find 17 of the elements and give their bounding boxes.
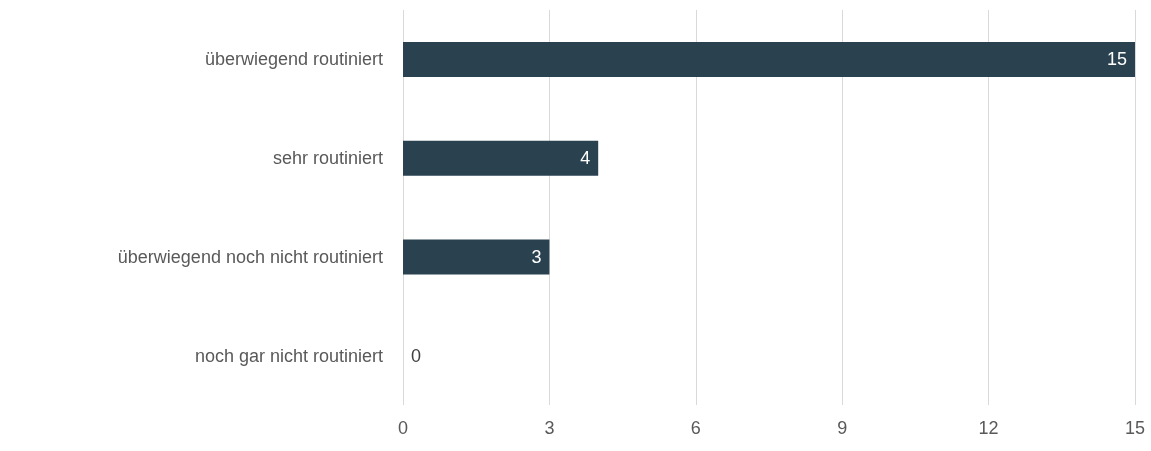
y-tick-label: sehr routiniert bbox=[272, 148, 383, 169]
data-label: 4 bbox=[580, 148, 591, 169]
y-tick-label: überwiegend noch nicht routiniert bbox=[117, 246, 383, 267]
x-tick-label: 9 bbox=[837, 418, 848, 438]
bar bbox=[403, 41, 1135, 77]
bar bbox=[403, 239, 550, 275]
x-tick-label: 12 bbox=[978, 418, 999, 438]
y-tick-label: noch gar nicht routiniert bbox=[194, 345, 383, 366]
x-tick-label: 3 bbox=[544, 418, 555, 438]
data-label: 0 bbox=[411, 345, 422, 366]
y-tick-label: überwiegend routiniert bbox=[204, 49, 383, 70]
x-tick-label: 15 bbox=[1124, 418, 1146, 438]
data-label: 15 bbox=[1106, 49, 1127, 70]
bar bbox=[403, 140, 599, 176]
data-label: 3 bbox=[531, 246, 542, 267]
x-tick-label: 0 bbox=[397, 418, 409, 438]
x-tick-label: 6 bbox=[690, 418, 701, 438]
